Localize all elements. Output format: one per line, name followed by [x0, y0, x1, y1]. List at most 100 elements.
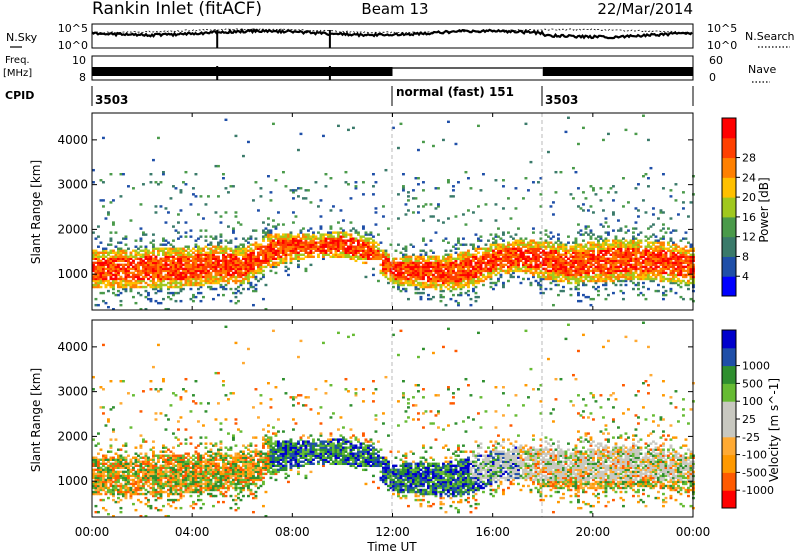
- power-cell: [272, 239, 275, 242]
- power-cell: [129, 219, 133, 222]
- power-cell: [567, 249, 570, 252]
- power-cell: [257, 259, 260, 263]
- power-cell: [669, 269, 673, 273]
- power-cell: [172, 265, 175, 269]
- power-cell: [567, 279, 570, 283]
- power-cell: [414, 285, 418, 289]
- velocity-cell: [122, 462, 125, 466]
- velocity-cell: [122, 490, 125, 494]
- velocity-cell: [124, 450, 128, 453]
- power-cell: [179, 257, 183, 261]
- velocity-cell: [112, 468, 115, 472]
- power-cell: [254, 269, 258, 273]
- power-cell: [219, 283, 223, 287]
- velocity-cell: [109, 472, 113, 476]
- power-cell: [252, 261, 255, 265]
- velocity-cell: [157, 474, 160, 478]
- power-cell: [222, 263, 225, 267]
- power-cell: [592, 277, 595, 281]
- power-cell: [277, 247, 280, 250]
- power-cell: [119, 279, 123, 283]
- power-cell: [222, 172, 225, 176]
- power-cell: [629, 265, 633, 269]
- velocity-cell: [137, 454, 140, 457]
- velocity-cell: [134, 460, 138, 464]
- power-cell: [447, 257, 450, 261]
- power-cell: [422, 205, 425, 208]
- power-cell: [274, 241, 278, 244]
- power-cell: [202, 271, 205, 275]
- power-cell: [662, 277, 665, 281]
- velocity-cell: [149, 388, 153, 391]
- power-cell: [169, 249, 173, 252]
- power-cell: [204, 265, 208, 269]
- power-cell: [99, 265, 103, 269]
- power-cell: [559, 247, 563, 250]
- power-cell: [164, 263, 168, 267]
- power-cell: [219, 215, 223, 218]
- power-cell: [209, 263, 213, 267]
- power-cell: [179, 275, 183, 279]
- power-cell: [134, 279, 138, 283]
- power-cell: [104, 285, 108, 289]
- power-cell: [442, 295, 445, 299]
- power-cell: [209, 259, 213, 263]
- power-cell: [277, 237, 280, 240]
- power-cell: [284, 235, 288, 238]
- power-cell: [312, 251, 315, 254]
- power-cell: [684, 255, 688, 259]
- power-cell: [264, 249, 268, 252]
- power-cell: [639, 273, 643, 277]
- power-cell: [207, 265, 210, 269]
- power-cell: [232, 227, 235, 230]
- power-cell: [477, 247, 480, 250]
- power-cell: [682, 191, 685, 194]
- power-cell: [252, 269, 255, 273]
- power-cell: [319, 247, 323, 250]
- power-cell: [144, 245, 148, 248]
- velocity-cell: [99, 492, 103, 496]
- power-cell: [219, 271, 223, 275]
- power-cell: [332, 243, 335, 246]
- power-cell: [284, 245, 288, 248]
- power-cell: [422, 189, 425, 192]
- power-cell: [209, 281, 213, 285]
- velocity-cell: [142, 476, 145, 480]
- power-cell: [154, 255, 158, 259]
- power-cell: [684, 259, 688, 263]
- power-cell: [214, 261, 218, 265]
- velocity-cell: [104, 486, 108, 490]
- power-cell: [649, 265, 653, 269]
- power-cell: [267, 253, 270, 257]
- power-cell: [102, 251, 105, 254]
- power-cell: [247, 277, 250, 281]
- power-cell: [327, 231, 330, 234]
- power-cell: [149, 265, 153, 269]
- power-cell: [252, 199, 255, 202]
- power-cell: [579, 255, 583, 259]
- power-cell: [159, 267, 163, 271]
- power-cell: [237, 253, 240, 257]
- power-cell: [324, 249, 328, 252]
- power-cell: [622, 245, 625, 248]
- velocity-cell: [94, 478, 98, 482]
- power-cell: [139, 277, 143, 281]
- power-cell: [184, 183, 188, 186]
- power-cell: [229, 239, 233, 242]
- power-cell: [177, 275, 180, 279]
- power-cell: [177, 237, 180, 240]
- power-cell: [642, 281, 645, 285]
- power-cell: [124, 251, 128, 254]
- power-cell: [554, 275, 558, 279]
- power-cell: [512, 261, 515, 265]
- power-cell: [139, 257, 143, 261]
- power-cell: [157, 247, 160, 250]
- power-cell: [392, 259, 395, 263]
- velocity-cell: [112, 488, 115, 492]
- power-cell: [442, 259, 445, 263]
- power-cell: [214, 269, 218, 273]
- power-cell: [279, 241, 283, 244]
- power-cell: [399, 261, 403, 265]
- power-cell: [179, 263, 183, 267]
- velocity-cell: [127, 474, 130, 478]
